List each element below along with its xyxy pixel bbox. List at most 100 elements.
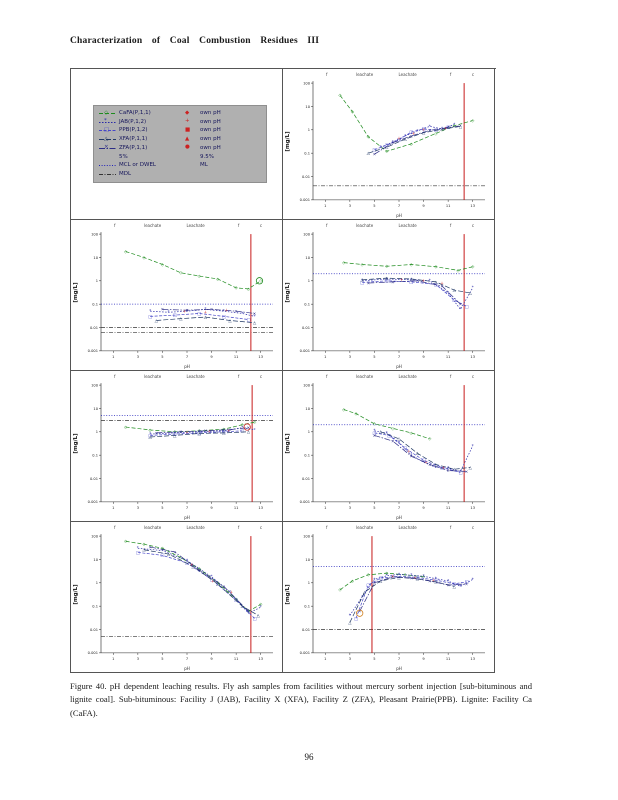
panel-header-text: f [326, 525, 328, 530]
chart-panel-g: f leachate Leachate f c 100 10 1 0.1 0.01 0.001 1 3 5… [283, 522, 495, 673]
series-line-PPB [150, 313, 249, 320]
svg-text:1: 1 [324, 506, 326, 510]
series-marker-XFA: △ [440, 127, 444, 132]
svg-text:10: 10 [305, 105, 310, 109]
legend-entry-cell: ML [180, 162, 261, 169]
series-marker-own_pH: + [413, 575, 417, 580]
series-marker-JAB: * [398, 440, 400, 445]
series-marker-ZFA: × [391, 140, 395, 145]
series-marker-JAB: * [373, 428, 375, 433]
series-marker-XFA: △ [216, 581, 220, 586]
panel-header-text: f [114, 525, 116, 530]
series-line-PPB [362, 280, 467, 307]
svg-text:5: 5 [161, 657, 163, 661]
series-marker-own_pH: + [412, 131, 416, 136]
series-marker-PPB: □ [385, 143, 389, 148]
svg-text:10: 10 [93, 256, 98, 260]
svg-text:5: 5 [373, 657, 375, 661]
svg-text:1: 1 [96, 430, 98, 434]
x-axis-label: pH [396, 666, 402, 671]
series-marker-JAB: * [453, 122, 455, 127]
series-marker-PPB: □ [148, 433, 152, 438]
series-marker-PPB: □ [446, 125, 450, 130]
series-marker-JAB: * [361, 278, 363, 283]
figure-caption: Figure 40. pH dependent leaching results… [70, 681, 532, 718]
svg-text:9: 9 [422, 506, 425, 510]
svg-text:3: 3 [349, 657, 351, 661]
legend-entry: * JAB(P,1,2) + own pH [99, 118, 261, 126]
series-marker-JAB: * [223, 428, 225, 433]
legend-entry-cell: * JAB(P,1,2) [99, 118, 180, 126]
legend-symbol-icon: ◆ [185, 109, 190, 116]
series-line-JAB [150, 427, 255, 435]
series-marker-ZFA: × [446, 582, 450, 587]
panel-header-text: f [326, 72, 328, 77]
legend-panel: ◇ CaFA(P,1,1) ◆ own pH * JAB(P,1,2) + own pH □ PP… [71, 69, 283, 220]
svg-text:1: 1 [112, 355, 114, 359]
y-axis-label: [mg/L] [285, 282, 291, 303]
series-marker-PPB: □ [372, 147, 376, 152]
x-axis-label: pH [184, 666, 190, 671]
legend-entry-cell: 9.5% [180, 154, 261, 161]
legend-box: ◇ CaFA(P,1,1) ◆ own pH * JAB(P,1,2) + own pH □ PP… [93, 105, 267, 183]
svg-text:0.1: 0.1 [92, 604, 98, 608]
series-marker-JAB: * [423, 574, 425, 579]
series-marker-CaFA: ◇ [216, 276, 220, 281]
series-marker-JAB: * [386, 430, 388, 435]
legend-label: own pH [200, 118, 221, 125]
series-marker-CaFA: ◇ [385, 571, 389, 576]
svg-text:9: 9 [210, 657, 213, 661]
svg-text:0.1: 0.1 [92, 453, 98, 457]
panel-header-text: Leachate [398, 223, 417, 228]
series-marker-CaFA: ◇ [367, 134, 371, 139]
svg-text:10: 10 [305, 407, 310, 411]
series-marker-XFA: △ [410, 276, 414, 281]
series-marker-CaFA: ◇ [342, 407, 346, 412]
series-marker-ZFA: × [391, 438, 395, 443]
page-number: 96 [304, 752, 314, 762]
svg-text:1: 1 [308, 128, 310, 132]
series-marker-own_pH: + [207, 429, 211, 434]
series-marker-XFA: △ [422, 130, 426, 135]
legend-label: own pH [200, 127, 221, 134]
svg-text:13: 13 [470, 657, 475, 661]
series-marker-own_pH: + [185, 430, 189, 435]
series-marker-XFA: △ [204, 314, 208, 319]
svg-text:1: 1 [308, 279, 310, 283]
series-marker-PPB: □ [465, 304, 469, 309]
legend-symbol-icon: + [185, 118, 190, 125]
svg-text:1: 1 [308, 581, 310, 585]
svg-text:13: 13 [470, 506, 475, 510]
series-marker-ZFA: × [155, 430, 159, 435]
svg-text:0.001: 0.001 [300, 500, 310, 504]
series-line-XFA [150, 431, 249, 438]
series-marker-JAB: * [410, 277, 412, 282]
series-marker-CaFA: ◇ [161, 262, 165, 267]
svg-text:3: 3 [137, 506, 139, 510]
legend-entry-cell: MDL [99, 171, 180, 178]
highlight-circle [356, 609, 364, 617]
series-marker-own_pH: + [227, 428, 231, 433]
legend-entry: MCL or DWEL ML [99, 162, 261, 169]
svg-text:100: 100 [91, 383, 99, 387]
svg-text:9: 9 [422, 657, 425, 661]
y-axis-label: [mg/L] [285, 584, 291, 605]
legend-label: JAB(P,1,2) [119, 118, 147, 125]
legend-label: MDL [119, 170, 132, 177]
series-marker-JAB: * [174, 430, 176, 435]
svg-text:10: 10 [93, 558, 98, 562]
series-marker-XFA: △ [167, 551, 171, 556]
legend-symbol-icon: × [99, 144, 116, 151]
svg-text:7: 7 [398, 657, 400, 661]
svg-text:5: 5 [161, 355, 163, 359]
series-marker-XFA: △ [385, 276, 389, 281]
series-marker-PPB: □ [240, 428, 244, 433]
series-marker-CaFA: ◇ [124, 539, 128, 544]
series-line-CaFA [343, 262, 473, 271]
svg-text:10: 10 [93, 407, 98, 411]
series-marker-PPB: □ [458, 470, 462, 475]
series-marker-ZFA: × [465, 469, 469, 474]
series-marker-XFA: △ [453, 467, 457, 472]
legend-symbol-icon: * [99, 118, 116, 125]
panel-header-text: leachate [356, 223, 374, 228]
